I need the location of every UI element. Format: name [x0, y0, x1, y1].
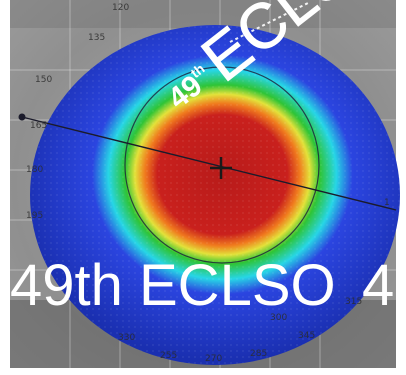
outer-ring	[124, 66, 320, 264]
meridian-endpoint	[18, 113, 26, 121]
dotted-guide	[229, 1, 311, 43]
scale-label-r3: 315	[345, 297, 362, 307]
center-cross-icon	[210, 157, 232, 179]
scale-label-top: 120	[112, 3, 129, 13]
heatmap-texture	[30, 25, 400, 365]
scale-label-b4: 285	[250, 349, 267, 359]
banner-text: 49th ECLSO	[10, 253, 336, 318]
scale-label-l4: 180	[26, 165, 43, 175]
banner-tail: 4	[362, 253, 394, 318]
scale-label-l1: 135	[88, 33, 105, 43]
scale-label-l3: 165	[30, 121, 47, 131]
scale-labels: 120 135 150 165 180 195 330 255 270 285 …	[26, 3, 390, 364]
scale-label-b3: 270	[205, 354, 222, 364]
scale-label-b2: 255	[160, 351, 177, 361]
scale-label-right-edge: 1	[384, 198, 390, 208]
dark-upper-band	[10, 0, 396, 28]
scale-label-l5: 195	[26, 211, 43, 221]
scale-label-l2: 150	[35, 75, 52, 85]
scale-label-b1: 330	[118, 333, 135, 343]
meridian-line	[21, 116, 397, 211]
scale-label-r1: 345	[298, 331, 315, 341]
scale-label-r2: 300	[270, 313, 287, 323]
